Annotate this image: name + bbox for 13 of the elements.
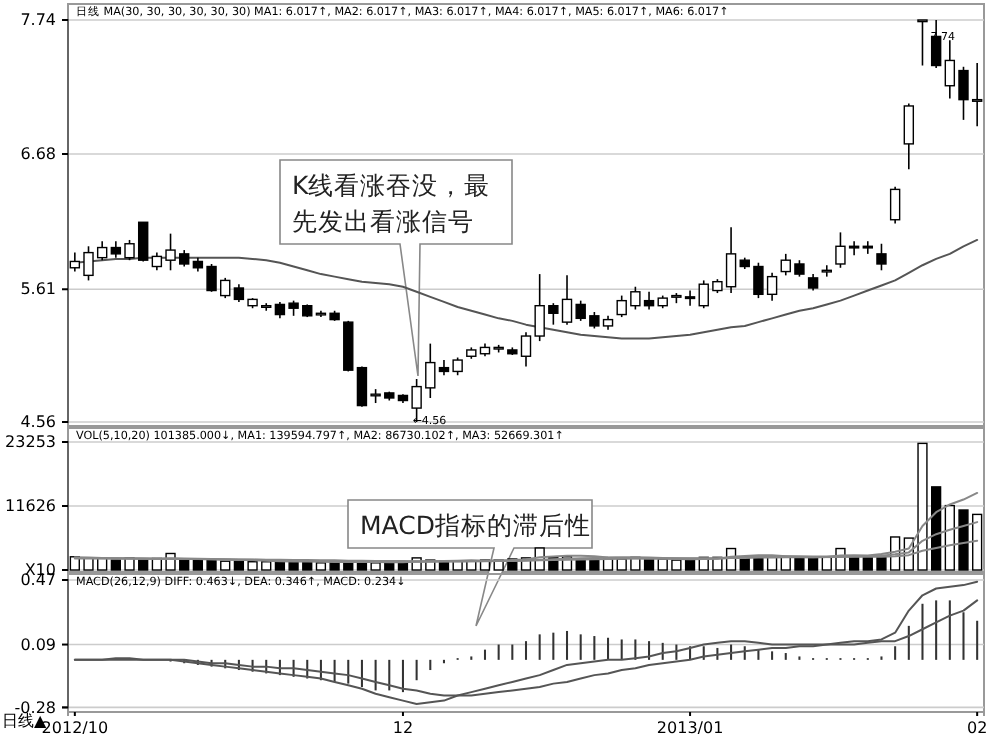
- y-tick-label: 7.74: [20, 11, 56, 30]
- x-tick-label: 12: [392, 719, 414, 734]
- y-tick-label: 6.68: [20, 145, 56, 164]
- y-tick-label: 5.61: [20, 280, 56, 299]
- y-tick-label: 4.56: [20, 413, 56, 432]
- annotation: MACD指标的滞后性: [360, 510, 591, 540]
- x-tick-label: 02: [966, 719, 988, 734]
- y-tick-label: 23253: [5, 433, 56, 452]
- annotation: K线看涨吞没，最先发出看涨信号: [292, 170, 491, 236]
- y-tick-label: 11626: [5, 497, 56, 516]
- x-tick-label: 2013/01: [656, 719, 724, 734]
- y-tick-label: -0.28: [14, 698, 56, 717]
- y-tick-label: 0.09: [20, 635, 56, 654]
